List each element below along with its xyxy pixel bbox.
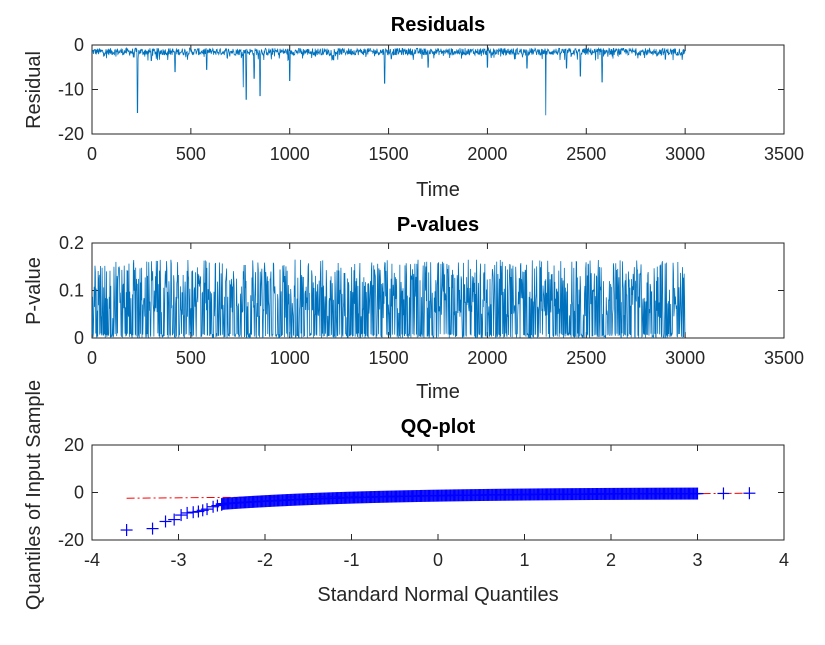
x-tick-label: 2000: [467, 348, 507, 368]
x-tick-label: 1000: [270, 144, 310, 164]
qqplot-markers: [120, 487, 756, 537]
qq-point: [181, 506, 194, 519]
residuals-xlabel: Time: [416, 179, 460, 201]
residuals-ylabel: Residual: [23, 51, 45, 129]
qq-point: [201, 503, 214, 516]
qqplot-ylabel: Quantiles of Input Sample: [23, 380, 45, 610]
y-tick-label: -20: [58, 124, 84, 144]
qq-bulk-point: [691, 487, 704, 500]
pvalues-series-line: [91, 259, 686, 340]
x-tick-label: 1500: [369, 144, 409, 164]
pvalues-panel: P-values Time P-value 0 500 1000 1500 2000 25…: [23, 214, 804, 403]
x-tick-label: 2500: [566, 348, 606, 368]
qq-point: [187, 506, 200, 519]
pvalues-ticks: 0 500 1000 1500 2000 2500 3000 3500 0 0.1 0.2: [59, 233, 804, 368]
x-tick-label: -3: [170, 550, 186, 570]
x-tick-label: 500: [176, 348, 206, 368]
x-tick-label: -2: [257, 550, 273, 570]
x-tick-label: -1: [343, 550, 359, 570]
x-tick-label: 3000: [665, 348, 705, 368]
pvalues-xlabel: Time: [416, 381, 460, 403]
y-tick-label: 20: [64, 435, 84, 455]
x-tick-label: 0: [87, 144, 97, 164]
qqplot-ticks: -4 -3 -2 -1 0 1 2 3 4 -20 0 20: [58, 435, 789, 570]
qq-point: [215, 498, 228, 511]
residuals-series-line: [92, 46, 686, 116]
y-tick-label: 0.1: [59, 281, 84, 301]
qq-point: [146, 522, 159, 535]
x-tick-label: -4: [84, 550, 100, 570]
y-tick-label: -10: [58, 80, 84, 100]
x-tick-label: 0: [87, 348, 97, 368]
x-tick-label: 0: [433, 550, 443, 570]
qq-point: [168, 513, 181, 526]
residuals-plot-area: [91, 44, 785, 135]
qqplot-xlabel: Standard Normal Quantiles: [317, 584, 558, 606]
y-tick-label: 0: [74, 483, 84, 503]
x-tick-label: 2: [606, 550, 616, 570]
qq-point: [120, 524, 133, 537]
y-tick-label: 0: [74, 328, 84, 348]
qq-point: [175, 509, 188, 522]
pvalues-title: P-values: [397, 214, 479, 236]
y-tick-label: 0.2: [59, 233, 84, 253]
x-tick-label: 1000: [270, 348, 310, 368]
x-tick-label: 500: [176, 144, 206, 164]
x-tick-label: 2000: [467, 144, 507, 164]
qqplot-title: QQ-plot: [401, 416, 476, 438]
x-tick-label: 2500: [566, 144, 606, 164]
residuals-ticks: 0 500 1000 1500 2000 2500 3000 3500 -20 -10 0: [58, 35, 804, 164]
x-tick-label: 4: [779, 550, 789, 570]
residuals-panel: Residuals Time Residual 0 500 1000 1500 2000…: [23, 14, 804, 201]
residuals-title: Residuals: [391, 14, 485, 36]
qq-point: [159, 515, 172, 528]
qqplot-panel: QQ-plot Standard Normal Quantiles Quanti…: [23, 380, 789, 610]
pvalues-ylabel: P-value: [23, 257, 45, 325]
x-tick-label: 1: [519, 550, 529, 570]
x-tick-label: 3: [692, 550, 702, 570]
qq-point: [717, 487, 730, 500]
x-tick-label: 3000: [665, 144, 705, 164]
y-tick-label: 0: [74, 35, 84, 55]
x-tick-label: 1500: [369, 348, 409, 368]
x-tick-label: 3500: [764, 144, 804, 164]
x-tick-label: 3500: [764, 348, 804, 368]
y-tick-label: -20: [58, 530, 84, 550]
qq-point: [743, 487, 756, 500]
